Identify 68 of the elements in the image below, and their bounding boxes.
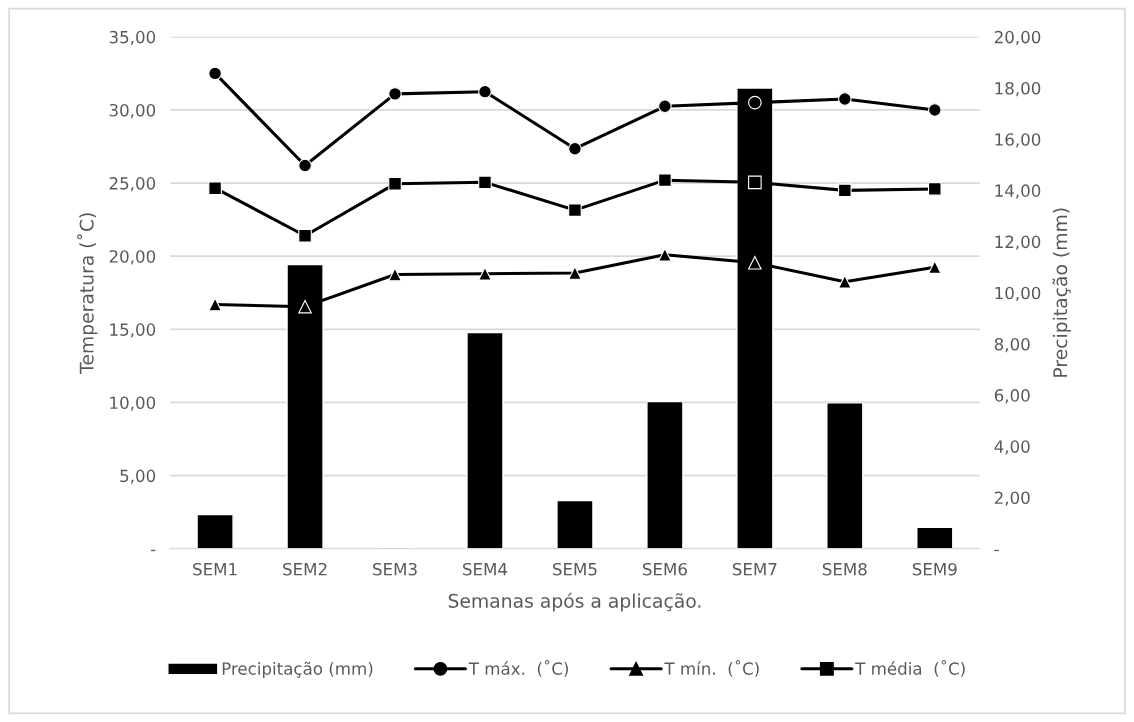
point [478, 84, 492, 99]
y2-tick-label: 20,00 [994, 30, 1041, 46]
y-tick-label: 30,00 [109, 103, 156, 119]
point [388, 177, 402, 191]
y-tick-label: 15,00 [110, 323, 156, 338]
point [478, 266, 492, 281]
y2-tick-label: 4,00 [994, 440, 1030, 455]
point [388, 87, 402, 101]
y2-tick-label: 12,00 [995, 235, 1041, 250]
point [838, 274, 852, 289]
x-axis-title: Semanas após a aplicação. [448, 592, 701, 612]
point [388, 267, 402, 282]
bar [556, 499, 594, 549]
y2-tick-label: - [994, 549, 999, 552]
point [478, 175, 492, 190]
point [927, 103, 942, 117]
point [208, 66, 222, 81]
bar [916, 526, 954, 549]
y-tick-label: 25,00 [109, 177, 156, 192]
y-axis-title: Temperatura (˚C) [77, 213, 98, 374]
point [658, 173, 672, 187]
x-tick-label: SEM6 [642, 562, 687, 576]
point [568, 266, 582, 280]
point [568, 203, 582, 217]
legend-label: T máx. (˚C) [468, 660, 568, 677]
y-tick-label: 20,00 [109, 250, 156, 265]
y2-tick-label: 16,00 [995, 133, 1041, 148]
point [838, 92, 852, 106]
legend-label: T mín. (˚C) [664, 660, 759, 677]
y2-tick-label: 2,00 [994, 491, 1030, 506]
x-tick-label: SEM7 [732, 562, 777, 576]
x-tick-label: SEM4 [463, 562, 508, 576]
point [838, 183, 852, 198]
y-tick-label: - [151, 549, 156, 552]
point [208, 297, 222, 312]
bar [466, 331, 504, 549]
point [208, 181, 222, 196]
point [748, 255, 762, 270]
y2-tick-label: 14,00 [995, 184, 1041, 199]
y-tick-label: 35,00 [109, 30, 156, 46]
bar [826, 402, 864, 549]
x-tick-label: SEM1 [193, 562, 237, 576]
point [298, 158, 312, 173]
bar [646, 400, 684, 549]
y2-tick-label: 8,00 [994, 337, 1030, 353]
y2-tick-label: 6,00 [994, 389, 1030, 404]
point [658, 247, 672, 262]
legend-label: Precipitação (mm) [222, 661, 373, 679]
point [658, 99, 672, 114]
y2-axis-title: Precipitação (mm) [1052, 208, 1071, 377]
point [748, 175, 762, 190]
point [927, 182, 942, 196]
legend-label: T média (˚C) [855, 660, 965, 677]
x-tick-label: SEM5 [552, 562, 597, 576]
x-tick-label: SEM3 [373, 562, 417, 576]
point [298, 228, 312, 243]
bar [196, 513, 234, 549]
y2-tick-label: 10,00 [995, 286, 1041, 302]
x-tick-label: SEM8 [822, 562, 867, 576]
y-tick-label: 10,00 [110, 396, 156, 411]
point [568, 141, 582, 156]
x-tick-label: SEM2 [283, 562, 327, 576]
y-tick-label: 5,00 [120, 469, 156, 484]
point [298, 299, 312, 314]
x-tick-label: SEM9 [912, 562, 957, 576]
point [927, 260, 942, 274]
y2-tick-label: 18,00 [995, 81, 1041, 97]
point [748, 95, 762, 110]
